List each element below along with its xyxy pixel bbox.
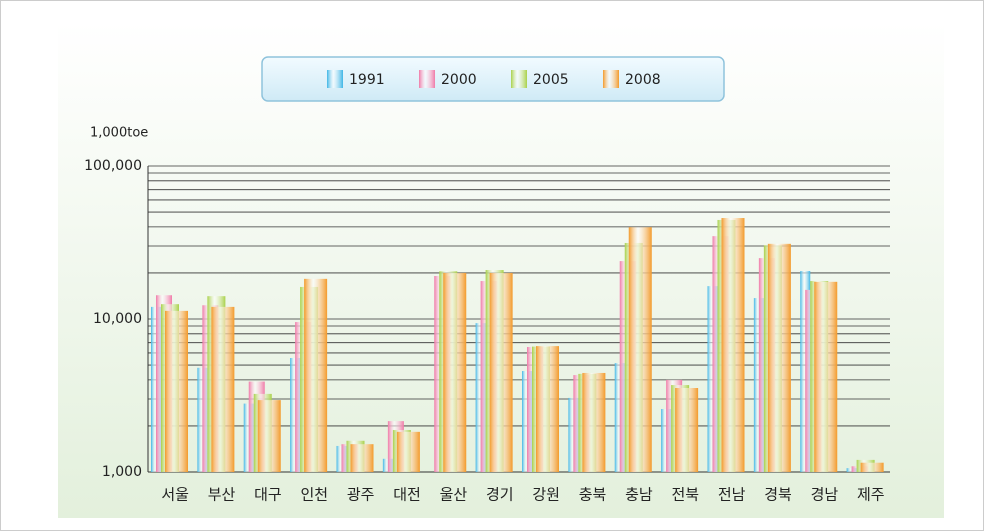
x-tick-label: 경북 [764,486,792,504]
bar [860,462,884,472]
x-tick-label: 충남 [625,486,653,504]
bar [165,310,188,472]
x-tick-label: 울산 [440,486,468,504]
legend-box [261,56,725,102]
x-tick-label: 전남 [718,486,746,504]
legend-label: 2000 [441,72,477,88]
bar [536,346,559,472]
bar [257,400,281,472]
bar [304,278,328,472]
x-tick-label: 경기 [486,486,514,504]
legend-swatch [603,70,619,88]
bar [767,243,791,472]
bar [350,444,374,472]
legend-label: 1991 [349,72,385,88]
bar [628,227,652,472]
y-tick-label: 100,000 [84,158,142,174]
x-tick-label: 광주 [347,486,375,504]
x-tick-label: 대전 [393,486,421,504]
x-tick-label: 전북 [672,486,700,504]
x-tick-label: 경남 [811,486,839,504]
x-tick-label: 충북 [579,486,607,504]
bar [814,281,838,472]
legend-swatch [327,70,343,88]
x-tick-label: 인천 [301,486,329,504]
bar [582,372,606,472]
legend-swatch [511,70,527,88]
legend-label: 2008 [625,72,661,88]
x-tick-label: 대구 [254,486,282,504]
bar [396,431,420,472]
bar [211,306,235,472]
bar [675,388,699,472]
x-tick-label: 서울 [161,486,189,504]
y-tick-label: 1,000 [102,464,142,480]
bar [721,218,745,472]
legend-swatch [419,70,435,88]
legend-label: 2005 [533,72,569,88]
x-tick-label: 강원 [532,486,560,504]
y-tick-label: 10,000 [93,311,142,327]
y-axis-label: 1,000toe [90,126,148,141]
bar [443,272,467,472]
x-tick-label: 제주 [857,486,885,504]
bar [489,272,513,472]
x-tick-label: 부산 [208,486,236,504]
